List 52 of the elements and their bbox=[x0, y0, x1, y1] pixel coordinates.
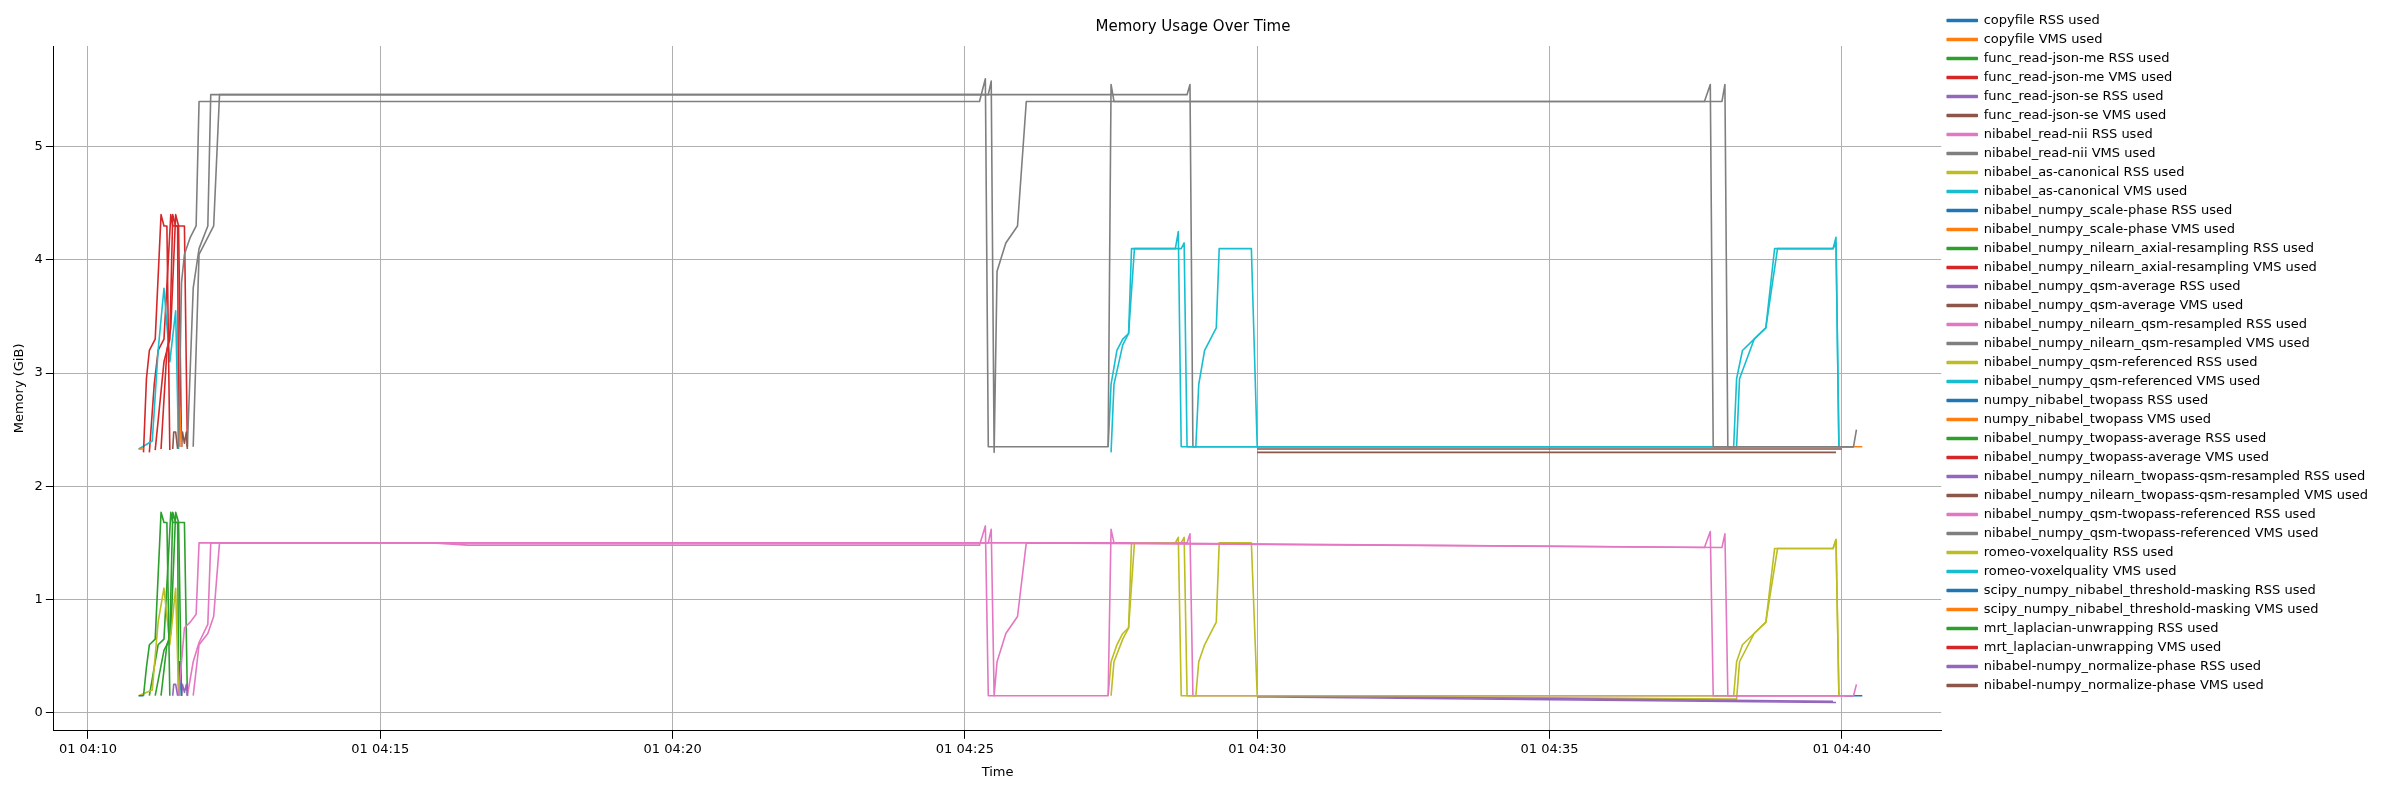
legend-label: numpy_nibabel_twopass VMS used bbox=[1983, 410, 2212, 426]
legend-label: func_read-json-me VMS used bbox=[1983, 68, 2173, 84]
legend-label: nibabel_numpy_qsm-twopass-referenced RSS used bbox=[1983, 505, 2316, 521]
legend-label: copyfile RSS used bbox=[1983, 11, 2100, 27]
legend-label: func_read-json-se VMS used bbox=[1983, 106, 2167, 122]
legend-label: nibabel_numpy_nilearn_qsm-resampled RSS used bbox=[1983, 315, 2308, 331]
legend-label: scipy_numpy_nibabel_threshold-masking RSS used bbox=[1983, 581, 2316, 597]
legend-label: nibabel_numpy_nilearn_axial-resampling VMS used bbox=[1983, 258, 2317, 274]
legend-label: nibabel_numpy_scale-phase RSS used bbox=[1983, 201, 2233, 217]
legend-label: scipy_numpy_nibabel_threshold-masking VMS used bbox=[1983, 600, 2319, 616]
legend-label: nibabel_numpy_twopass-average VMS used bbox=[1983, 448, 2269, 464]
legend-label: mrt_laplacian-unwrapping VMS used bbox=[1983, 638, 2222, 654]
y-axis-title: Memory (GiB) bbox=[11, 343, 27, 434]
x-tick-label: 01 04:25 bbox=[935, 740, 994, 756]
y-tick-label: 2 bbox=[34, 477, 43, 493]
legend-label: nibabel_numpy_qsm-referenced RSS used bbox=[1983, 353, 2258, 369]
legend-label: nibabel_numpy_scale-phase VMS used bbox=[1983, 220, 2236, 236]
legend-label: romeo-voxelquality VMS used bbox=[1983, 562, 2177, 578]
x-tick-label: 01 04:35 bbox=[1520, 740, 1579, 756]
legend-label: nibabel_numpy_qsm-average VMS used bbox=[1983, 296, 2244, 312]
y-tick-label: 0 bbox=[34, 704, 43, 720]
y-tick-label: 1 bbox=[34, 590, 43, 606]
legend-label: nibabel_numpy_qsm-average RSS used bbox=[1983, 277, 2241, 293]
legend-label: nibabel_as-canonical VMS used bbox=[1983, 182, 2188, 198]
x-tick-label: 01 04:20 bbox=[643, 740, 702, 756]
legend-label: mrt_laplacian-unwrapping RSS used bbox=[1983, 619, 2219, 635]
legend-label: nibabel_numpy_nilearn_twopass-qsm-resampled VMS used bbox=[1983, 486, 2368, 502]
legend-label: numpy_nibabel_twopass RSS used bbox=[1983, 391, 2209, 407]
legend-label: nibabel_numpy_twopass-average RSS used bbox=[1983, 429, 2267, 445]
chart-title: Memory Usage Over Time bbox=[1095, 16, 1291, 35]
legend-label: nibabel_numpy_nilearn_twopass-qsm-resampled RSS used bbox=[1983, 467, 2366, 483]
legend-label: nibabel_numpy_qsm-twopass-referenced VMS used bbox=[1983, 524, 2319, 540]
y-tick-label: 5 bbox=[34, 138, 43, 154]
legend-label: nibabel_read-nii RSS used bbox=[1983, 125, 2153, 141]
legend-label: func_read-json-se RSS used bbox=[1983, 87, 2164, 103]
legend-label: nibabel_read-nii VMS used bbox=[1983, 144, 2156, 160]
legend-label: nibabel-numpy_normalize-phase RSS used bbox=[1983, 657, 2261, 673]
x-axis-title: Time bbox=[980, 763, 1014, 779]
y-tick-label: 4 bbox=[34, 251, 43, 267]
legend-label: nibabel_numpy_nilearn_axial-resampling RSS used bbox=[1983, 239, 2315, 255]
x-tick-label: 01 04:30 bbox=[1228, 740, 1287, 756]
x-tick-label: 01 04:10 bbox=[58, 740, 118, 756]
x-tick-label: 01 04:15 bbox=[351, 740, 410, 756]
legend-label: func_read-json-me RSS used bbox=[1983, 49, 2170, 65]
x-tick-label: 01 04:40 bbox=[1812, 740, 1871, 756]
y-tick-label: 3 bbox=[34, 364, 43, 380]
legend-label: nibabel-numpy_normalize-phase VMS used bbox=[1983, 676, 2264, 692]
legend-label: nibabel_numpy_qsm-referenced VMS used bbox=[1983, 372, 2261, 388]
legend-label: nibabel_numpy_nilearn_qsm-resampled VMS used bbox=[1983, 334, 2310, 350]
legend-label: nibabel_as-canonical RSS used bbox=[1983, 163, 2185, 179]
legend-label: copyfile VMS used bbox=[1983, 30, 2103, 46]
legend-label: romeo-voxelquality RSS used bbox=[1983, 543, 2174, 559]
